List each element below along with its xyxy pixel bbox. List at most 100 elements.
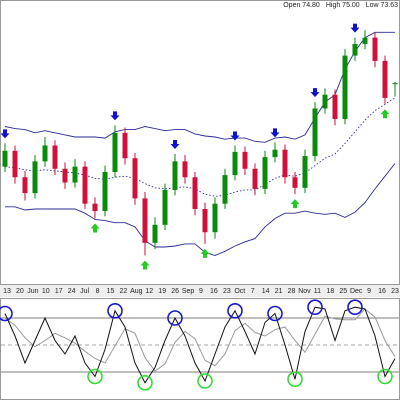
oversold-circle [377, 368, 393, 385]
candle-body [152, 224, 158, 243]
candle-body [302, 156, 308, 188]
x-tick-label: 16 [378, 288, 386, 295]
bollinger-lower [5, 163, 396, 256]
candle-body [222, 175, 228, 204]
candle-body [172, 161, 178, 190]
overbought-circle [227, 302, 243, 319]
peak-arrow [310, 88, 320, 98]
overbought-circle [307, 299, 323, 316]
overbought-circle [347, 299, 363, 316]
candle-body [12, 150, 18, 178]
x-tick-label: 9 [367, 288, 371, 295]
bollinger-middle [4, 97, 396, 197]
candle-body [342, 55, 348, 120]
x-tick-label: 14 [262, 288, 270, 295]
candle-body [122, 132, 128, 159]
x-tick-label: Sep [182, 288, 195, 295]
x-tick-label: 23 [391, 288, 399, 295]
x-tick-label: 11 [314, 288, 321, 295]
overbought-circle [167, 310, 183, 326]
overbought-circle [0, 305, 13, 322]
x-tick-label: 7 [251, 288, 255, 295]
candle-body [22, 177, 28, 194]
candle-body [242, 151, 248, 169]
peak-arrow [110, 111, 120, 121]
x-tick-label: 19 [158, 288, 166, 295]
x-tick-label: 8 [96, 288, 100, 295]
candle-body [332, 94, 338, 120]
x-tick-label: 21 [275, 288, 283, 295]
candle-body [92, 203, 98, 212]
trough-arrow [140, 260, 150, 270]
candle-body [352, 43, 358, 56]
peak-arrow [0, 129, 10, 139]
overbought-circle [107, 302, 123, 319]
stoch-line [4, 306, 396, 384]
candle-body [42, 145, 48, 162]
candle-body [382, 60, 388, 98]
candle-body [262, 157, 268, 189]
trough-arrow [90, 223, 100, 233]
x-tick-label: Oct [234, 288, 245, 295]
candle-body [82, 166, 88, 204]
peak-arrow [230, 131, 240, 141]
x-tick-label: 16 [210, 288, 218, 295]
ohlc-header: Open 74.80 [283, 2, 320, 9]
candle-body [202, 208, 208, 233]
x-tick-label: 23 [223, 288, 231, 295]
candle-body [62, 168, 68, 183]
x-tick-label: 24 [68, 288, 76, 295]
candle-body [392, 83, 398, 85]
oversold-circle [137, 374, 153, 391]
oversold-circle [287, 371, 303, 388]
x-tick-label: 13 [3, 288, 11, 295]
x-tick-label: 18 [326, 288, 334, 295]
candle-body [362, 37, 368, 44]
peak-arrow [170, 139, 180, 149]
candle-body [142, 198, 148, 243]
x-tick-label: 12 [145, 288, 153, 295]
x-tick-label: 20 [16, 288, 24, 295]
candle-body [2, 150, 8, 167]
trough-arrow [290, 199, 300, 209]
candle-body [212, 203, 218, 233]
candle-body [272, 149, 278, 158]
x-tick-label: Dec [350, 288, 363, 295]
candle-body [232, 151, 238, 176]
trough-arrow [200, 248, 210, 258]
x-tick-label: 25 [339, 288, 347, 295]
date-strip [0, 285, 400, 297]
candle-body [192, 177, 198, 209]
candle-body [112, 132, 118, 172]
peak-arrow [270, 128, 280, 138]
candle-body [102, 171, 108, 212]
candle-body [252, 168, 258, 189]
trough-arrow [380, 109, 390, 119]
overbought-circle [267, 305, 283, 322]
candle-body [182, 161, 188, 178]
candle-body [312, 108, 318, 157]
stoch-line [4, 308, 396, 372]
x-tick-label: 22 [120, 288, 128, 295]
x-tick-label: 17 [55, 288, 63, 295]
candle-body [322, 94, 328, 109]
candle-body [32, 161, 38, 194]
candle-body [52, 145, 58, 169]
x-tick-label: Aug [130, 288, 143, 295]
oversold-circle [197, 373, 213, 389]
x-tick-label: Jun [27, 288, 38, 295]
ohlc-header: Low 73.63 [366, 2, 398, 9]
candle-body [282, 149, 288, 178]
ohlc-header: High 75.00 [326, 2, 360, 9]
candle-body [162, 189, 168, 225]
candle-body [292, 177, 298, 188]
x-tick-label: Nov [298, 288, 311, 295]
x-tick-label: 10 [42, 288, 50, 295]
bollinger-upper [4, 31, 395, 143]
peak-arrow [350, 23, 360, 33]
x-tick-label: 9 [199, 288, 203, 295]
x-tick-label: 26 [171, 288, 179, 295]
candle-body [132, 158, 138, 199]
